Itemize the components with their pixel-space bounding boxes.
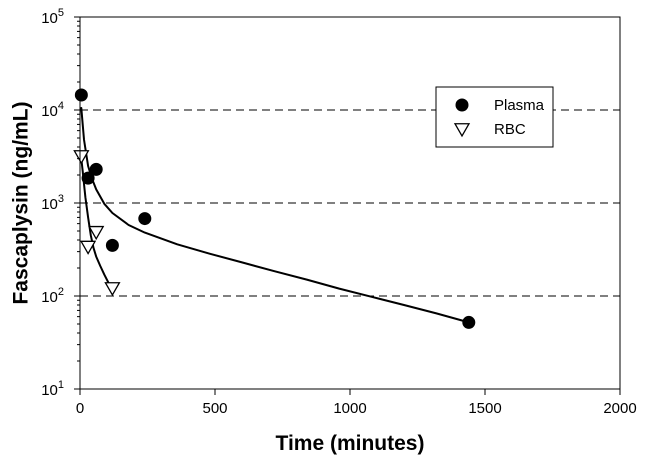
x-axis-ticks: 0 500 1000 1500 2000 [76,389,637,417]
data-point-plasma [89,162,103,176]
legend-label-plasma: Plasma [494,97,545,114]
y-tick-label: 102 [41,286,64,306]
y-tick-label: 104 [41,100,64,120]
y-axis-ticks: 101 102 103 104 105 [41,7,80,399]
x-tick-label: 500 [202,400,227,417]
y-tick-label: 105 [41,7,64,27]
legend-marker-plasma [455,98,469,112]
legend: Plasma RBC [435,86,554,148]
data-point-rbc [73,150,90,165]
data-point-plasma [105,238,119,252]
x-tick-label: 0 [76,400,84,417]
x-tick-label: 2000 [603,400,636,417]
data-point-rbc [79,240,97,255]
x-tick-label: 1500 [468,400,501,417]
legend-items: Plasma RBC [453,97,545,138]
x-tick-label: 1000 [333,400,366,417]
legend-marker-rbc [453,123,471,138]
data-point-rbc [88,225,105,241]
data-point-plasma [138,212,152,226]
y-tick-label: 101 [41,379,64,399]
y-axis-title: Fascaplysin (ng/mL) [10,101,33,304]
x-axis-title: Time (minutes) [276,432,425,455]
data-point-plasma [462,315,476,329]
legend-box [435,86,554,148]
data-point-plasma [74,88,88,102]
data-point-rbc [104,282,121,297]
data-points [73,88,476,329]
data-point-plasma [81,171,95,185]
y-tick-label: 103 [41,193,64,213]
legend-label-rbc: RBC [494,121,526,138]
